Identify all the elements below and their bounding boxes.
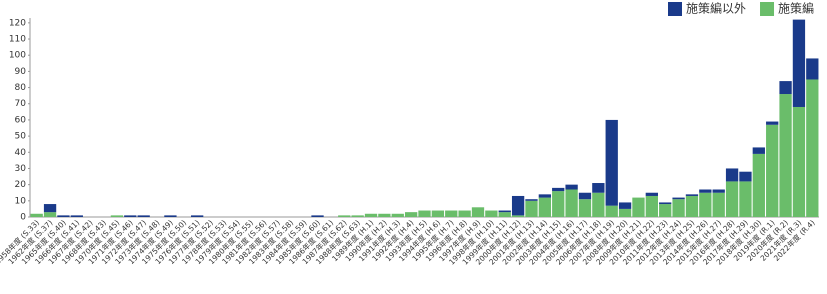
bar-segment <box>57 215 70 217</box>
bar-segment <box>752 153 765 217</box>
bar-segment <box>124 215 137 217</box>
bar-segment <box>471 207 485 217</box>
bar-segment <box>538 194 552 198</box>
bar-segment <box>485 210 498 217</box>
bar-segment <box>458 210 471 217</box>
bar-segment <box>43 212 57 217</box>
y-tick-label: 100 <box>9 51 26 61</box>
bar-segment <box>578 199 592 217</box>
bar-segment <box>311 215 324 217</box>
bar-segment <box>659 202 672 205</box>
bar-segment <box>779 94 792 217</box>
bar-segment <box>43 204 57 213</box>
bar-segment <box>792 106 806 217</box>
bar-segment <box>578 192 592 200</box>
bar-segment <box>445 210 458 217</box>
bar-segment <box>766 121 779 125</box>
bar-segment <box>378 213 391 217</box>
bar-segment <box>592 183 605 193</box>
y-tick-label: 10 <box>15 196 27 206</box>
bar-segment <box>672 199 685 217</box>
bar-segment <box>806 79 819 217</box>
bar-segment <box>498 210 511 213</box>
bar-segment <box>565 189 578 217</box>
y-tick-label: 40 <box>15 148 27 158</box>
bar-segment <box>645 195 658 217</box>
legend-label: 施策編 <box>778 1 814 16</box>
legend-label: 施策編以外 <box>686 1 746 16</box>
y-tick-label: 30 <box>15 164 27 174</box>
bar-segment <box>725 181 739 217</box>
bar-segment <box>792 19 806 107</box>
bar-segment <box>806 58 819 80</box>
bar-segment <box>659 204 672 217</box>
bar-segment <box>725 168 739 182</box>
bar-segment <box>418 210 431 217</box>
y-tick-label: 60 <box>15 115 27 125</box>
y-tick-label: 120 <box>9 18 26 28</box>
bar-segment <box>164 215 177 217</box>
bar-segment <box>699 189 712 193</box>
bar-segment <box>552 187 565 192</box>
y-tick-label: 80 <box>15 83 27 93</box>
bar-segment <box>30 213 43 217</box>
bar-segment <box>685 195 699 217</box>
y-tick-label: 50 <box>15 132 27 142</box>
bar-segment <box>739 171 752 182</box>
bar-segment <box>338 215 351 217</box>
bar-segment <box>538 197 552 217</box>
bar-segment <box>110 215 124 217</box>
bar-segment <box>565 184 578 190</box>
y-tick-label: 110 <box>9 35 26 45</box>
bar-segment <box>391 213 404 217</box>
bar-segment <box>498 212 511 217</box>
bar-segment <box>699 192 712 217</box>
bar-segment <box>712 189 725 193</box>
y-tick-label: 70 <box>15 99 27 109</box>
y-tick-label: 0 <box>20 213 26 223</box>
bar-segment <box>525 200 538 217</box>
bar-segment <box>605 119 618 206</box>
bar-segment <box>404 212 418 217</box>
bar-segment <box>364 213 378 217</box>
bar-segment <box>685 194 699 196</box>
bar-segment <box>511 195 525 216</box>
legend-swatch <box>668 2 682 16</box>
bar-segment <box>351 215 364 217</box>
bar-segment <box>605 205 618 217</box>
bar-segment <box>511 215 525 217</box>
bar-segment <box>739 181 752 217</box>
bar-segment <box>552 191 565 217</box>
bar-segment <box>431 210 445 217</box>
bar-segment <box>137 215 150 217</box>
bar-segment <box>525 199 538 201</box>
bar-segment <box>592 192 605 217</box>
bar-segment <box>766 124 779 217</box>
y-tick-label: 90 <box>15 67 27 77</box>
legend-swatch <box>760 2 775 16</box>
bar-segment <box>70 215 83 217</box>
bar-segment <box>712 192 725 217</box>
bar-segment <box>672 197 685 200</box>
y-tick-label: 20 <box>15 180 27 190</box>
bar-segment <box>618 208 632 217</box>
bar-segment <box>618 202 632 209</box>
bar-segment <box>191 215 204 217</box>
bar-segment <box>752 147 765 154</box>
bar-segment <box>645 192 658 196</box>
bar-segment <box>632 197 645 217</box>
bar-segment <box>779 81 792 95</box>
